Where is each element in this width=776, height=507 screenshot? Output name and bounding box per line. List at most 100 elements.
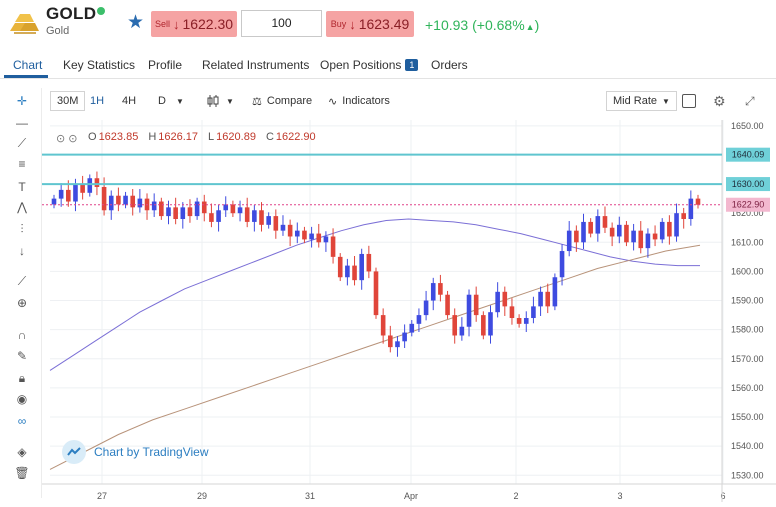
candle-body [337,256,343,278]
layers-icon[interactable]: ◈ [17,445,27,459]
indicators-button[interactable]: ∿ Indicators [328,91,390,111]
interval-1h[interactable]: 1H [90,95,105,107]
fib-icon[interactable]: ≡ [18,157,26,171]
tab-open-positions-label: Open Positions [320,58,402,72]
candle-body [94,178,100,187]
y-tick-label: 1530.00 [731,470,764,480]
y-tick-label: 1550.00 [731,412,764,422]
candle-body [137,198,143,208]
instrument-name: Gold [46,25,70,37]
candle-body [652,233,658,240]
tab-profile[interactable]: Profile [148,58,183,72]
candles-icon [207,95,219,107]
fullscreen-icon[interactable]: ⤢ [745,93,755,108]
arrow-down-icon: ↓ [172,16,180,32]
candle-body [252,210,257,222]
trend-lines-icon[interactable]: ⟋ [17,135,27,150]
tab-key-statistics[interactable]: Key Statistics [63,58,136,72]
candle-body [302,230,307,240]
candle-body [287,224,293,237]
candle-body [674,213,679,237]
chevron-down-icon: ▼ [175,96,184,106]
ohlc-high: 1626.17 [158,131,199,143]
magnet-icon[interactable]: ∩ [17,328,27,342]
candle-body [194,201,200,217]
settings-gear-icon[interactable]: ⚙ [713,92,726,109]
compare-icon: ⚖ [252,95,262,108]
instrument-header: GOLD Gold ★ Sell ↓ 1622.30 100 Buy ↓ 162… [0,0,776,50]
candle-body [187,207,193,217]
candle-body [309,233,314,240]
ruler-icon[interactable]: ⟋ [17,273,27,288]
y-tick-label: 1570.00 [731,354,764,364]
crosshair-icon[interactable]: ✛ [16,94,28,108]
tab-related-instruments[interactable]: Related Instruments [202,58,310,72]
tradingview-attribution[interactable]: Chart by TradingView [62,440,209,464]
candle-body [230,204,236,214]
horizontal-line-icon[interactable]: — [16,116,28,130]
candle-body [488,312,493,336]
y-tick-label: 1590.00 [731,296,764,306]
candle-body [624,224,629,243]
candle-body [58,189,64,199]
ohlc-close-label: C [265,131,274,143]
candle-body [108,195,114,211]
pattern-icon[interactable]: ⋀ [17,200,27,214]
chevron-down-icon: ▼ [662,96,670,106]
sell-button[interactable]: Sell ↓ 1622.30 [151,11,237,37]
arrow-down-icon: ↓ [349,16,356,32]
candle-body [459,326,465,336]
candle-body [51,198,57,205]
candle-body [466,294,472,327]
tab-chart[interactable]: Chart [13,58,43,72]
interval-30m[interactable]: 30M [50,91,86,111]
candle-body [123,195,128,205]
chart-svg[interactable]: 27 29 31 Apr 2 3 6 1530.00 1540.00 1550.00 1560.00… [42,120,776,502]
candle-body [266,216,271,225]
price-chart[interactable]: 27 29 31 Apr 2 3 6 1530.00 1540.00 1550.00 1560.00… [42,120,776,502]
tradingview-link[interactable]: Chart by TradingView [94,445,209,459]
arrow-up-icon: ▲ [525,22,535,32]
quantity-input[interactable]: 100 [241,10,322,37]
candle-body [538,291,543,307]
market-open-dot [97,7,105,15]
zoom-in-icon[interactable]: ⊕ [16,296,28,310]
star-icon[interactable]: ★ [127,12,145,33]
eye-icon[interactable]: ◉ [16,392,28,406]
candle-body [66,189,71,202]
chart-type-dropdown[interactable]: ▼ [206,91,234,111]
link-icon[interactable]: ∞ [17,414,27,428]
snapshot-checkbox[interactable] [682,91,696,111]
candle-body [681,213,686,220]
candle-body [445,294,450,316]
interval-4h[interactable]: 4H [122,95,137,107]
candle-body [130,195,136,208]
text-icon[interactable]: T [18,180,26,194]
pen-icon[interactable]: ✎ [16,349,28,363]
arrow-down-icon[interactable]: ↓ [19,244,25,258]
candle-body [574,230,579,243]
candle-body [380,315,386,336]
ohlc-open: 1623.85 [98,131,139,143]
compare-button[interactable]: ⚖ Compare [252,91,312,111]
tab-open-positions[interactable]: Open Positions 1 [320,58,419,72]
forecast-icon[interactable]: ⫶ [20,221,24,236]
interval-d[interactable]: D ▼ [158,91,184,111]
candle-body [330,236,336,257]
tradingview-logo-icon [62,440,86,464]
tab-bar: Chart Key Statistics Profile Related Ins… [0,52,776,79]
trash-icon[interactable]: 🗑︎ [14,466,30,480]
candle-body [631,230,636,243]
tab-orders[interactable]: Orders [431,58,468,72]
x-tick-label: 3 [617,491,622,501]
gold-bars-icon [10,14,39,34]
candle-body [273,216,279,231]
buy-button[interactable]: Buy ↓ 1623.49 [326,11,414,37]
candle-body [559,251,565,278]
price-type-dropdown[interactable]: Mid Rate ▼ [606,91,677,111]
collapse-legend-icon[interactable]: ⊙ ⊙ [56,133,78,145]
y-tick-label: 1600.00 [731,266,764,276]
candle-body [373,271,379,316]
candle-body [523,318,529,324]
lock-icon[interactable]: 🔒︎ [18,370,26,385]
